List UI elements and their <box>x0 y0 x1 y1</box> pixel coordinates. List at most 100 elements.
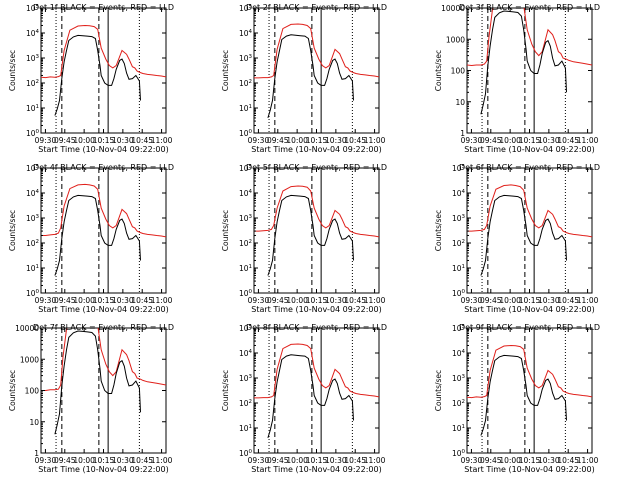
y-tick-label: 103 <box>26 214 40 223</box>
x-axis-label: Start Time (10-Nov-04 09:22:00) <box>251 305 381 314</box>
y-axis-label: Counts/sec <box>221 50 230 91</box>
y-axis-label: Counts/sec <box>221 370 230 411</box>
x-tick-label: 10:45 <box>557 136 579 145</box>
y-tick-label: 104 <box>26 189 40 198</box>
x-tick-label: 10:00 <box>286 296 308 305</box>
y-tick-label: 105 <box>452 324 466 333</box>
x-tick-label: 09:45 <box>54 296 76 305</box>
x-axis-label: Start Time (10-Nov-04 09:22:00) <box>38 465 168 474</box>
x-tick-label: 10:00 <box>73 296 95 305</box>
y-tick-label: 104 <box>26 29 40 38</box>
y-tick-label: 101 <box>26 264 39 273</box>
series-events <box>480 354 567 436</box>
x-tick-label: 10:30 <box>538 456 560 465</box>
x-tick-label: 09:30 <box>35 456 57 465</box>
y-tick-label: 101 <box>239 264 252 273</box>
x-tick-label: 10:15 <box>93 296 115 305</box>
y-tick-label: 102 <box>239 399 252 408</box>
x-tick-label: 10:45 <box>131 136 153 145</box>
y-tick-label: 103 <box>452 374 466 383</box>
y-tick-label: 101 <box>239 104 252 113</box>
x-tick-label: 11:00 <box>577 136 599 145</box>
y-tick-label: 103 <box>239 374 253 383</box>
series-lld <box>467 184 592 238</box>
y-tick-label: 1000 <box>446 35 465 44</box>
y-tick-label: 101 <box>452 424 465 433</box>
y-axis-label: Counts/sec <box>8 370 17 411</box>
y-tick-label: 101 <box>26 104 39 113</box>
x-tick-label: 10:15 <box>519 136 541 145</box>
y-tick-label: 101 <box>239 424 252 433</box>
panel-title: Det 2f BLACK = Events, RED = LLD <box>246 3 387 12</box>
x-axis-label: Start Time (10-Nov-04 09:22:00) <box>464 305 594 314</box>
x-tick-label: 11:00 <box>151 456 173 465</box>
panel-title: Det 7f BLACK = Events, RED = LLD <box>33 323 174 332</box>
series-events <box>54 194 141 276</box>
x-tick-label: 10:15 <box>306 136 328 145</box>
x-tick-label: 11:00 <box>151 136 173 145</box>
y-tick-label: 105 <box>26 4 40 13</box>
series-events <box>54 34 141 116</box>
y-tick-label: 104 <box>239 29 253 38</box>
panel-title: Det 5f BLACK = Events, RED = LLD <box>246 163 387 172</box>
x-tick-label: 10:30 <box>325 296 347 305</box>
y-axis-label: Counts/sec <box>8 210 17 251</box>
panel-title: Det 6f BLACK = Events, RED = LLD <box>459 163 600 172</box>
x-tick-label: 10:15 <box>306 456 328 465</box>
x-tick-label: 11:00 <box>577 456 599 465</box>
series-lld <box>254 185 379 238</box>
x-tick-label: 10:45 <box>557 456 579 465</box>
y-tick-label: 10 <box>29 418 39 427</box>
y-tick-label: 10000 <box>441 4 465 13</box>
series-lld <box>467 344 592 399</box>
chart-panel-1: 10010110210310410509:3009:4510:0010:1510… <box>8 3 174 154</box>
x-axis-label: Start Time (10-Nov-04 09:22:00) <box>464 145 594 154</box>
x-tick-label: 10:00 <box>73 456 95 465</box>
x-tick-label: 09:30 <box>248 296 270 305</box>
x-tick-label: 11:00 <box>364 136 386 145</box>
y-tick-label: 1 <box>34 449 39 458</box>
y-axis-label: Counts/sec <box>434 370 443 411</box>
y-tick-label: 104 <box>239 189 253 198</box>
x-tick-label: 11:00 <box>151 296 173 305</box>
y-tick-label: 105 <box>452 164 466 173</box>
x-axis-label: Start Time (10-Nov-04 09:22:00) <box>38 305 168 314</box>
x-tick-label: 10:45 <box>344 456 366 465</box>
series-events <box>267 34 354 119</box>
x-tick-label: 09:45 <box>54 136 76 145</box>
chart-panel-4: 10010110210310410509:3009:4510:0010:1510… <box>8 163 174 314</box>
y-tick-label: 100 <box>239 449 253 458</box>
x-tick-label: 10:15 <box>93 136 115 145</box>
x-tick-label: 09:45 <box>267 136 289 145</box>
x-tick-label: 10:30 <box>325 136 347 145</box>
y-tick-label: 104 <box>239 349 253 358</box>
series-lld <box>41 183 166 238</box>
chart-panel-5: 10010110210310410509:3009:4510:0010:1510… <box>221 163 387 314</box>
y-tick-label: 105 <box>26 164 40 173</box>
chart-panel-8: 10010110210310410509:3009:4510:0010:1510… <box>221 323 387 474</box>
y-tick-label: 104 <box>452 349 466 358</box>
x-tick-label: 10:45 <box>344 296 366 305</box>
x-tick-label: 10:45 <box>557 296 579 305</box>
y-tick-label: 102 <box>26 239 39 248</box>
x-tick-label: 09:30 <box>461 296 483 305</box>
x-tick-label: 11:00 <box>577 296 599 305</box>
x-tick-label: 10:00 <box>286 456 308 465</box>
x-tick-label: 09:30 <box>35 136 57 145</box>
x-tick-label: 11:00 <box>364 296 386 305</box>
x-tick-label: 09:45 <box>267 296 289 305</box>
y-tick-label: 100 <box>26 129 40 138</box>
y-tick-label: 105 <box>239 164 253 173</box>
x-axis-label: Start Time (10-Nov-04 09:22:00) <box>38 145 168 154</box>
x-tick-label: 10:30 <box>112 296 134 305</box>
x-tick-label: 10:00 <box>499 296 521 305</box>
y-tick-label: 1000 <box>20 355 39 364</box>
x-tick-label: 10:45 <box>131 296 153 305</box>
y-tick-label: 1 <box>460 129 465 138</box>
y-tick-label: 100 <box>26 289 40 298</box>
y-axis-label: Counts/sec <box>221 210 230 251</box>
y-tick-label: 102 <box>26 79 39 88</box>
y-tick-label: 10000 <box>15 324 39 333</box>
y-tick-label: 100 <box>25 387 40 396</box>
series-lld <box>41 24 166 79</box>
